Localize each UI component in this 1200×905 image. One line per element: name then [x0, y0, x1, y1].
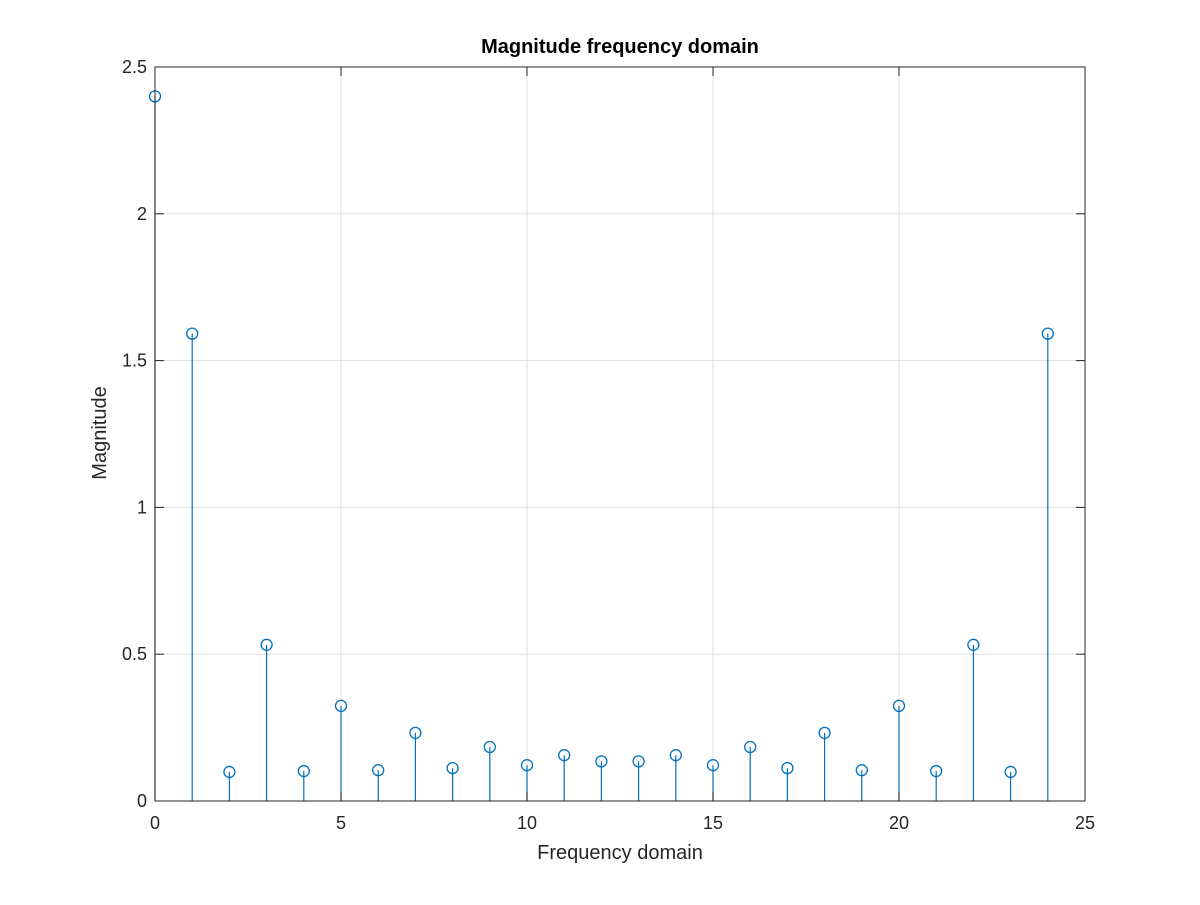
- stem-marker: [818, 726, 831, 740]
- stem-marker: [706, 759, 720, 772]
- x-tick-label: 15: [703, 813, 723, 833]
- x-axis-label: Frequency domain: [537, 842, 703, 864]
- stem-marker: [1004, 765, 1017, 779]
- y-tick-label: 0.5: [122, 644, 147, 664]
- stem-marker: [297, 764, 310, 778]
- chart-title: Magnitude frequency domain: [481, 36, 759, 58]
- y-tick-label: 1.5: [122, 351, 147, 371]
- stem-marker: [483, 740, 496, 754]
- stem-marker: [372, 764, 385, 777]
- stem-marker: [520, 759, 534, 772]
- stem-marker: [930, 764, 943, 778]
- stem-marker: [1041, 327, 1054, 340]
- stem-marker: [967, 638, 980, 651]
- grid: [155, 67, 1085, 801]
- y-tick-label: 2: [137, 204, 147, 224]
- stem-marker: [669, 749, 682, 762]
- x-tick-label: 5: [336, 813, 346, 833]
- x-tick-label: 0: [150, 813, 160, 833]
- x-ticks: 0 5 10 15 20 25: [150, 67, 1095, 833]
- axes-frame: [154, 66, 1086, 802]
- stem-marker: [781, 761, 794, 775]
- stem-marker: [260, 638, 273, 651]
- stem-marker: [409, 726, 422, 740]
- axes-box: [154, 66, 1086, 802]
- y-tick-label: 1: [137, 497, 147, 517]
- x-tick-label: 20: [889, 813, 909, 833]
- stem-marker: [744, 740, 757, 754]
- stem-marker: [223, 765, 236, 779]
- y-tick-label: 2.5: [122, 57, 147, 77]
- stem-marker: [595, 755, 608, 768]
- x-tick-label: 10: [517, 813, 537, 833]
- stem-marker: [558, 749, 571, 762]
- stem-marker: [186, 327, 199, 340]
- y-axis-label: Magnitude: [89, 386, 111, 479]
- stem-marker: [632, 755, 645, 768]
- stem-marker: [446, 761, 459, 775]
- y-tick-label: 0: [137, 791, 147, 811]
- stem-marker: [334, 699, 348, 713]
- stem-marker: [855, 764, 868, 777]
- y-ticks: 0 0.5 1 1.5 2 2.5: [122, 57, 1085, 811]
- x-tick-label: 25: [1075, 813, 1095, 833]
- stem-marker: [892, 699, 906, 713]
